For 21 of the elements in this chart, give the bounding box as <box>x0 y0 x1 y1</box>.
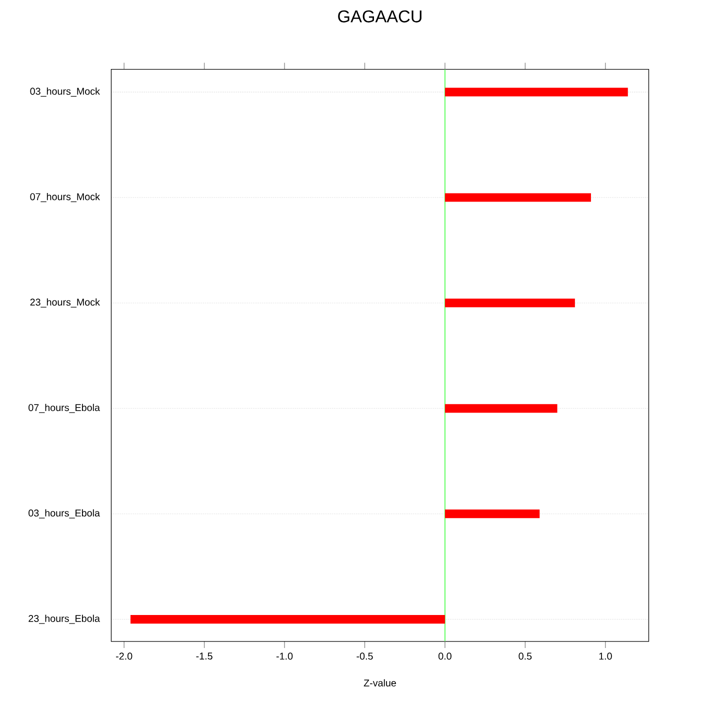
x-tick-label: -1.5 <box>196 652 212 660</box>
y-tick-label: 07_hours_Ebola <box>28 404 100 414</box>
bar <box>444 88 628 97</box>
x-tick-label: 0.0 <box>438 652 452 660</box>
bar <box>444 510 540 518</box>
y-tick-label: 03_hours_Mock <box>30 88 100 97</box>
bar <box>444 404 558 413</box>
bar <box>444 298 575 308</box>
x-tick-label: 0.5 <box>518 652 532 660</box>
y-tick-label: 23_hours_Ebola <box>28 614 100 624</box>
y-tick-label: 23_hours_Mock <box>30 298 100 308</box>
bar <box>444 193 591 202</box>
y-tick-label: 07_hours_Mock <box>30 193 100 202</box>
x-tick-label: -1.0 <box>276 652 293 660</box>
x-tick-label: -2.0 <box>116 652 132 660</box>
bar <box>130 615 445 624</box>
x-tick-label: -0.5 <box>356 652 373 660</box>
x-axis-title: Z-value <box>364 679 396 687</box>
chart-title: GAGAACU <box>338 10 422 23</box>
y-tick-label: 03_hours_Ebola <box>28 509 100 519</box>
x-tick-label: 1.0 <box>599 652 612 660</box>
